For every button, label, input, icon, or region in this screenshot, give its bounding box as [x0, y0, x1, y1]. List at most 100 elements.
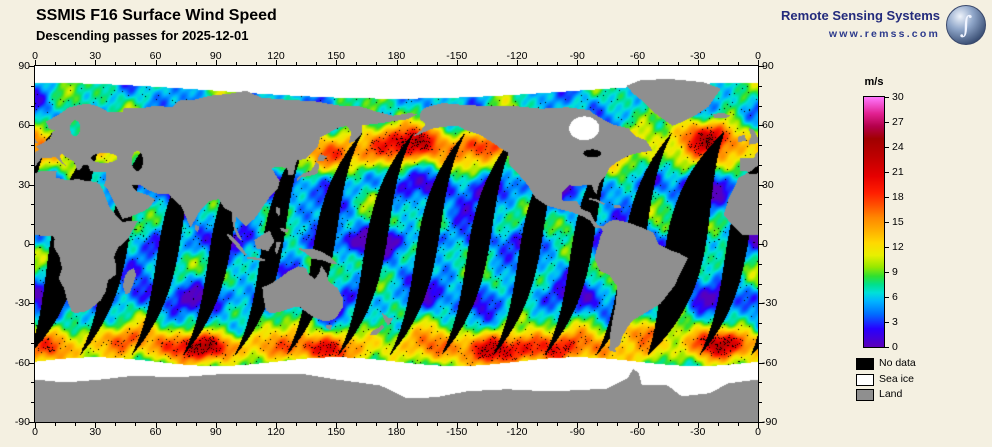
tick-mark: [276, 423, 277, 428]
tick-mark: [255, 62, 257, 65]
colorbar-tick-label: 0: [892, 341, 898, 353]
lon-tick-label: 60: [149, 50, 162, 62]
tick-mark: [456, 423, 458, 428]
tick-mark: [255, 423, 257, 426]
lat-tick-label: 30: [762, 178, 774, 191]
colorbar-tick-mark: [885, 97, 889, 98]
tick-mark: [215, 60, 217, 65]
tick-mark: [155, 423, 157, 428]
tick-mark: [759, 85, 762, 87]
tick-mark: [557, 62, 559, 65]
colorbar-tick-mark: [885, 297, 889, 298]
colorbar-tick-mark: [885, 247, 889, 248]
colorbar: [863, 96, 885, 348]
tick-mark: [759, 422, 764, 423]
tick-mark: [396, 423, 398, 428]
tick-mark: [29, 244, 34, 245]
tick-mark: [677, 62, 679, 65]
tick-mark: [195, 62, 197, 65]
tick-mark: [175, 62, 177, 65]
tick-mark: [517, 60, 518, 65]
colorbar-tick-mark: [885, 347, 889, 348]
tick-mark: [717, 62, 719, 65]
tick-mark: [416, 62, 418, 65]
tick-mark: [597, 423, 599, 426]
tick-mark: [456, 60, 458, 65]
tick-mark: [759, 323, 762, 325]
lon-tick-label: 180: [387, 50, 406, 62]
tick-mark: [336, 60, 338, 65]
tick-mark: [31, 402, 34, 404]
lat-tick-label: 90: [18, 60, 30, 72]
lon-tick-label: 0: [755, 50, 761, 62]
lon-tick-label: 90: [209, 50, 222, 62]
tick-mark: [31, 164, 34, 166]
tick-mark: [496, 62, 498, 65]
tick-mark: [55, 423, 57, 426]
tick-mark: [135, 62, 137, 65]
tick-mark: [617, 423, 619, 426]
tick-mark: [759, 164, 762, 166]
lon-tick-label: -150: [446, 426, 468, 438]
legend-item-land: Land: [856, 388, 946, 401]
tick-mark: [376, 423, 378, 426]
colorbar-unit-label: m/s: [864, 76, 884, 88]
wind-map-canvas: [35, 66, 758, 422]
lat-tick-label: -90: [762, 416, 778, 428]
tick-mark: [95, 423, 97, 428]
brand-url: www.remss.com: [828, 28, 940, 40]
tick-mark: [436, 423, 438, 426]
colorbar-tick-label: 3: [892, 316, 898, 328]
lon-tick-label: -120: [506, 426, 528, 438]
tick-mark: [517, 423, 518, 428]
tick-mark: [697, 60, 699, 65]
tick-mark: [35, 60, 36, 65]
tick-mark: [759, 184, 764, 186]
tick-mark: [276, 60, 277, 65]
tick-mark: [356, 62, 358, 65]
tick-mark: [35, 423, 36, 428]
tick-mark: [759, 105, 762, 107]
tick-mark: [31, 283, 34, 285]
lon-tick-label: 0: [755, 426, 761, 438]
colorbar-tick-mark: [885, 122, 889, 123]
lon-tick-label: -120: [506, 50, 528, 62]
tick-mark: [759, 402, 762, 404]
tick-mark: [215, 423, 217, 428]
tick-mark: [29, 125, 34, 127]
tick-mark: [115, 423, 117, 426]
tick-mark: [577, 423, 579, 428]
tick-mark: [759, 145, 762, 147]
tick-mark: [416, 423, 418, 426]
legend-item-no-data: No data: [856, 357, 946, 370]
tick-mark: [697, 423, 699, 428]
tick-mark: [759, 125, 764, 127]
colorbar-tick-mark: [885, 272, 889, 273]
tick-mark: [759, 303, 764, 305]
lat-tick-label: -60: [14, 356, 30, 369]
tick-mark: [677, 423, 679, 426]
brand-name: Remote Sensing Systems: [781, 8, 940, 23]
lon-tick-label: 150: [327, 50, 346, 62]
tick-mark: [29, 303, 34, 305]
tick-mark: [759, 362, 764, 364]
tick-mark: [637, 60, 639, 65]
tick-mark: [31, 382, 34, 384]
lon-tick-label: -60: [629, 426, 646, 438]
tick-mark: [235, 62, 237, 65]
tick-mark: [115, 62, 117, 65]
tick-mark: [617, 62, 619, 65]
tick-mark: [155, 60, 157, 65]
tick-mark: [29, 422, 34, 423]
tick-mark: [29, 362, 34, 364]
lon-tick-label: -60: [629, 50, 646, 62]
tick-mark: [637, 423, 639, 428]
tick-mark: [657, 423, 659, 426]
tick-mark: [235, 423, 237, 426]
tick-mark: [135, 423, 137, 426]
tick-mark: [758, 423, 759, 428]
tick-mark: [356, 423, 358, 426]
lon-tick-label: 90: [209, 426, 222, 438]
lat-tick-label: -90: [14, 416, 30, 428]
tick-mark: [31, 342, 34, 344]
